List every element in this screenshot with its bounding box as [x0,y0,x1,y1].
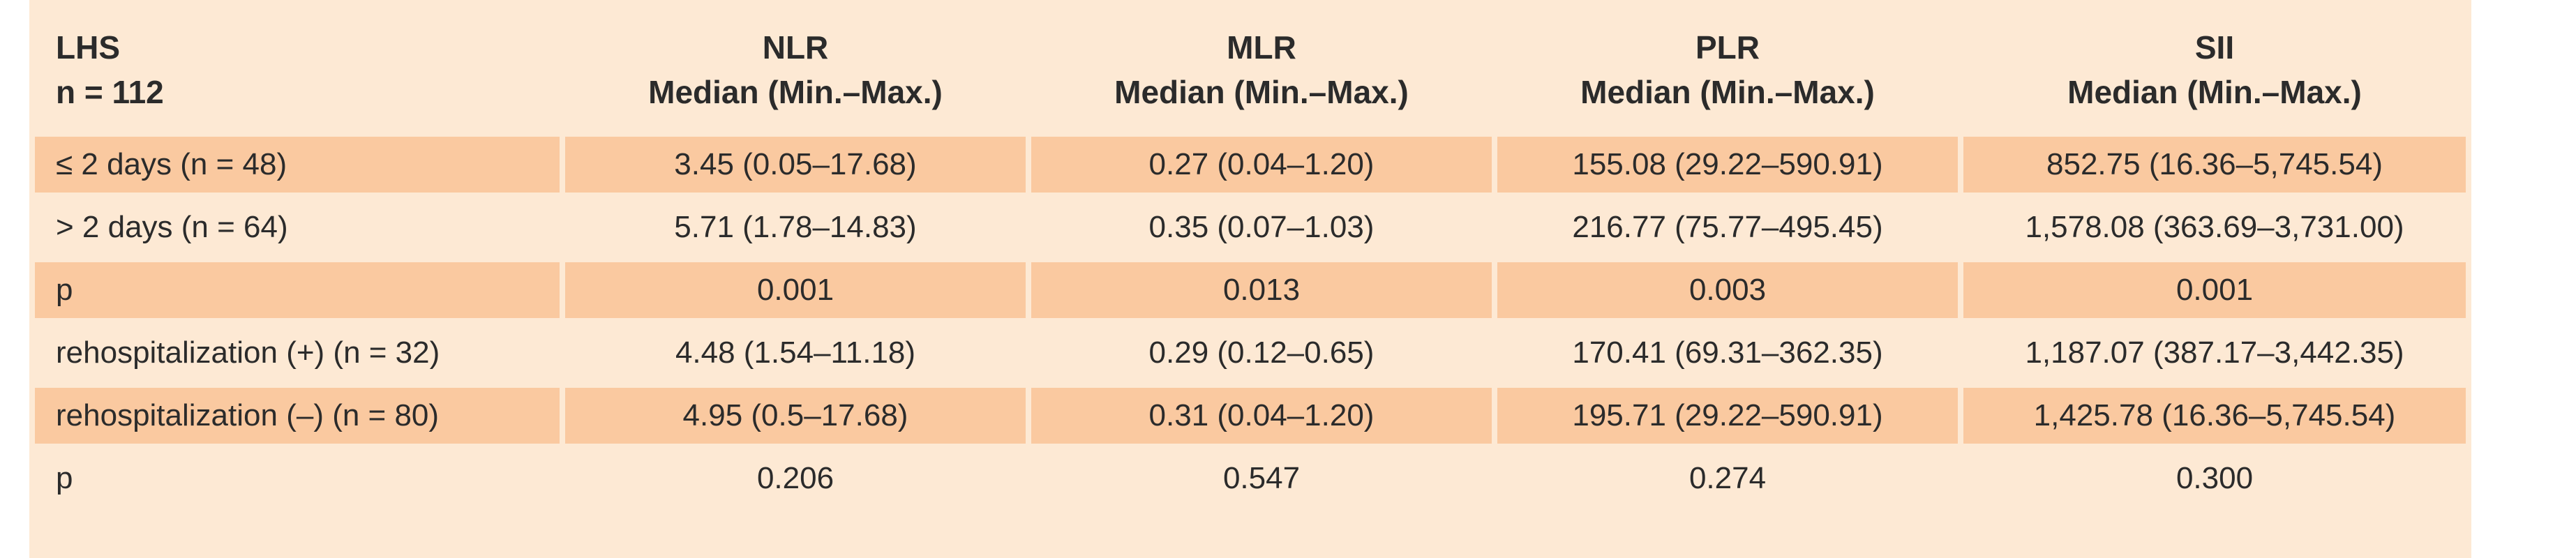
header-lhs-title: LHS [56,29,120,66]
header-sii: SII Median (Min.–Max.) [1963,22,2466,130]
plr-cell: 0.003 [1497,262,1958,318]
results-table-panel: LHS n = 112 NLR Median (Min.–Max.) MLR M… [29,0,2471,558]
mlr-cell: 0.31 (0.04–1.20) [1031,388,1492,444]
header-sii-title: SII [2194,29,2235,66]
nlr-cell: 3.45 (0.05–17.68) [565,137,1026,193]
sii-cell: 1,578.08 (363.69–3,731.00) [1963,199,2466,255]
plr-cell: 195.71 (29.22–590.91) [1497,388,1958,444]
results-table: LHS n = 112 NLR Median (Min.–Max.) MLR M… [29,15,2471,513]
table-header-row: LHS n = 112 NLR Median (Min.–Max.) MLR M… [35,22,2466,130]
header-lhs: LHS n = 112 [35,22,560,130]
mlr-cell: 0.35 (0.07–1.03) [1031,199,1492,255]
table-row: p 0.206 0.547 0.274 0.300 [35,451,2466,506]
table-row: rehospitalization (–) (n = 80) 4.95 (0.5… [35,388,2466,444]
row-label: > 2 days (n = 64) [35,199,560,255]
nlr-cell: 4.95 (0.5–17.68) [565,388,1026,444]
mlr-cell: 0.27 (0.04–1.20) [1031,137,1492,193]
header-mlr-subtitle: Median (Min.–Max.) [1114,74,1409,110]
mlr-cell: 0.547 [1031,451,1492,506]
sii-cell: 1,425.78 (16.36–5,745.54) [1963,388,2466,444]
sii-cell: 0.001 [1963,262,2466,318]
table-row: rehospitalization (+) (n = 32) 4.48 (1.5… [35,325,2466,381]
row-label: rehospitalization (–) (n = 80) [35,388,560,444]
plr-cell: 170.41 (69.31–362.35) [1497,325,1958,381]
header-lhs-count: n = 112 [56,74,164,110]
row-label: p [35,262,560,318]
row-label: p [35,451,560,506]
header-nlr: NLR Median (Min.–Max.) [565,22,1026,130]
mlr-cell: 0.013 [1031,262,1492,318]
header-nlr-title: NLR [762,29,829,66]
nlr-cell: 4.48 (1.54–11.18) [565,325,1026,381]
nlr-cell: 5.71 (1.78–14.83) [565,199,1026,255]
row-label: rehospitalization (+) (n = 32) [35,325,560,381]
header-plr: PLR Median (Min.–Max.) [1497,22,1958,130]
header-sii-subtitle: Median (Min.–Max.) [2067,74,2362,110]
header-plr-subtitle: Median (Min.–Max.) [1580,74,1875,110]
sii-cell: 1,187.07 (387.17–3,442.35) [1963,325,2466,381]
header-mlr-title: MLR [1227,29,1296,66]
table-row: p 0.001 0.013 0.003 0.001 [35,262,2466,318]
header-mlr: MLR Median (Min.–Max.) [1031,22,1492,130]
header-plr-title: PLR [1695,29,1760,66]
sii-cell: 0.300 [1963,451,2466,506]
row-label: ≤ 2 days (n = 48) [35,137,560,193]
table-row: > 2 days (n = 64) 5.71 (1.78–14.83) 0.35… [35,199,2466,255]
plr-cell: 216.77 (75.77–495.45) [1497,199,1958,255]
mlr-cell: 0.29 (0.12–0.65) [1031,325,1492,381]
sii-cell: 852.75 (16.36–5,745.54) [1963,137,2466,193]
table-row: ≤ 2 days (n = 48) 3.45 (0.05–17.68) 0.27… [35,137,2466,193]
plr-cell: 0.274 [1497,451,1958,506]
plr-cell: 155.08 (29.22–590.91) [1497,137,1958,193]
nlr-cell: 0.206 [565,451,1026,506]
nlr-cell: 0.001 [565,262,1026,318]
header-nlr-subtitle: Median (Min.–Max.) [648,74,943,110]
